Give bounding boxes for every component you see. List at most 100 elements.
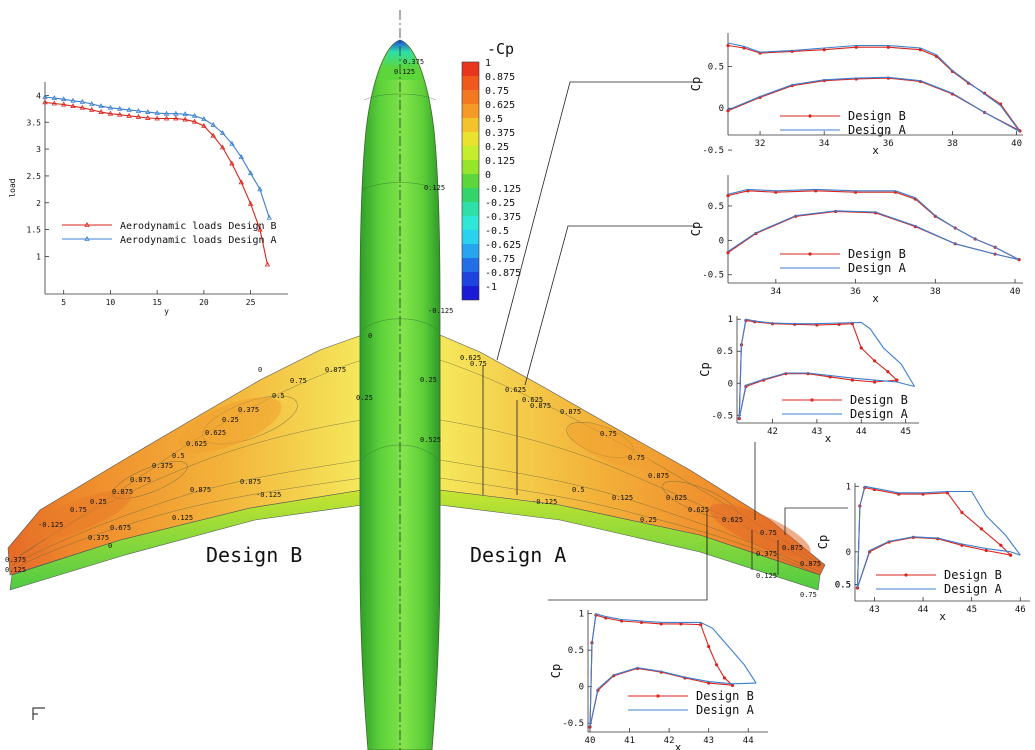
legend-marker	[84, 221, 90, 227]
x-tick-label: 38	[930, 287, 941, 297]
data-point	[679, 622, 683, 626]
colorbar-swatch	[462, 118, 479, 132]
right-wing-label: 0.875	[530, 402, 551, 410]
data-point	[854, 45, 858, 49]
y-tick-label: 1	[36, 252, 41, 261]
data-point	[201, 115, 207, 121]
legend-label: Design A	[848, 123, 907, 137]
colorbar-swatch	[462, 160, 479, 174]
series-line	[589, 667, 733, 728]
right-wing-label: 0.625	[666, 494, 687, 502]
data-point	[219, 144, 226, 150]
colorbar-level: 0.375	[485, 128, 515, 139]
colorbar-level: 0.125	[485, 156, 515, 167]
legend-marker	[84, 235, 90, 241]
left-wing-label: 0.875	[190, 486, 211, 494]
data-point	[154, 115, 160, 121]
series-line	[738, 318, 916, 419]
colorbar-level: -0.625	[485, 240, 521, 251]
legend-label: Design A	[850, 407, 909, 421]
left-wing-label: 0.125	[172, 514, 193, 522]
aircraft-contour-plot: 0.375 0.125 0.125 -0.125 0 0.25 0.25 0.5…	[5, 10, 848, 750]
data-point	[737, 416, 741, 421]
colorbar-level: -0.25	[485, 198, 515, 209]
legend-label: Design A	[696, 703, 755, 717]
right-wing-label: 0.75	[800, 591, 817, 599]
data-point	[126, 106, 132, 112]
colorbar-level: 0	[485, 170, 491, 181]
y-tick-label: -0.5	[562, 719, 584, 729]
left-wing-label: 0.875	[240, 478, 261, 486]
x-tick-label: 5	[61, 298, 66, 307]
right-wing-label: 0.125	[612, 494, 633, 502]
data-point	[257, 186, 263, 192]
colorbar-title: -Cp	[487, 40, 514, 58]
legend-label: Aerodynamic loads Design B	[120, 221, 277, 232]
data-point	[229, 160, 235, 166]
data-point	[266, 214, 272, 220]
x-tick-label: 43	[703, 736, 714, 746]
legend-marker	[808, 114, 812, 118]
colorbar-swatch	[462, 272, 479, 286]
y-tick-label: 0	[719, 104, 724, 114]
y-tick-label: 3.5	[27, 118, 42, 127]
left-wing-label: 0.5	[172, 452, 185, 460]
legend-label: Design B	[696, 689, 754, 703]
colorbar-swatch	[462, 286, 479, 300]
colorbar-swatch	[462, 90, 479, 104]
data-point	[774, 190, 778, 194]
data-point	[707, 681, 711, 685]
data-point	[51, 100, 58, 106]
right-wing-label: 0.875	[560, 408, 581, 416]
x-tick-label: 25	[246, 298, 256, 307]
series-line	[727, 210, 1020, 261]
legend-label: Design B	[848, 247, 906, 261]
left-wing-label: 0.625	[186, 440, 207, 448]
left-wing-label: 0.875	[325, 366, 346, 374]
y-tick-label: 1	[728, 315, 733, 325]
colorbar-swatch	[462, 202, 479, 216]
left-wing-label: -0.125	[256, 491, 281, 499]
data-point	[117, 105, 123, 111]
series-line	[727, 42, 1021, 133]
right-wing-label: 0.25	[640, 516, 657, 524]
data-point	[210, 121, 216, 127]
y-tick-label: 1	[579, 610, 584, 620]
fuselage-label: 0.25	[356, 394, 373, 402]
x-tick-label: 40	[1010, 287, 1021, 297]
data-point	[42, 93, 48, 99]
y-tick-label: 4	[36, 91, 41, 100]
series-line	[856, 485, 1021, 588]
left-wing-label: 0	[258, 366, 262, 374]
data-point	[620, 619, 624, 623]
data-point	[191, 118, 198, 124]
colorbar-level: -0.125	[485, 184, 521, 195]
left-wing-label: 0.375	[152, 462, 173, 470]
data-point	[107, 104, 114, 110]
data-point	[822, 48, 826, 52]
colorbar-level: -1	[485, 282, 497, 293]
x-tick-label: 42	[664, 736, 675, 746]
x-tick-label: 20	[199, 298, 209, 307]
data-point	[163, 110, 170, 116]
x-axis-label: x	[872, 292, 879, 305]
y-tick-label: 0.5	[835, 581, 851, 591]
y-tick-label: 2	[36, 199, 41, 208]
right-wing-label: 0.625	[522, 396, 543, 404]
series	[589, 612, 757, 728]
left-wing-label: 0.5	[272, 392, 285, 400]
x-tick-label: 42	[767, 427, 778, 437]
series-line	[589, 667, 757, 728]
x-tick-label: 45	[966, 605, 977, 615]
fuselage-label: 0	[368, 332, 372, 340]
y-axis-label: Cp	[549, 664, 563, 678]
data-point	[247, 170, 254, 176]
series	[727, 188, 1020, 261]
y-tick-label: 0	[728, 379, 733, 389]
series-line	[727, 76, 1021, 133]
data-point	[257, 226, 263, 232]
fuselage-label: 0.25	[420, 376, 437, 384]
colorbar-swatch	[462, 62, 479, 76]
